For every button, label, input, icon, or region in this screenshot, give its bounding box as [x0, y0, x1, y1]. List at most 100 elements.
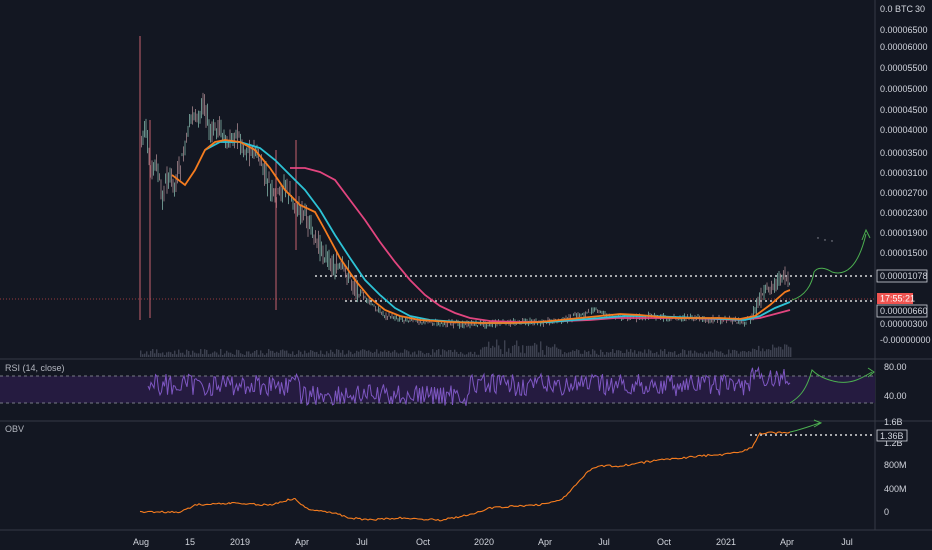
volume-bar	[562, 354, 564, 357]
time-tick-label: 2020	[474, 537, 494, 547]
volume-bar	[744, 351, 746, 357]
volume-bar	[692, 353, 694, 357]
price-candles[interactable]	[139, 36, 790, 329]
volume-bar	[364, 349, 366, 357]
volume-bar	[424, 354, 426, 357]
volume-bar	[186, 349, 188, 357]
volume-bar	[536, 344, 538, 357]
volume-bar	[418, 350, 420, 357]
volume-bar	[520, 352, 522, 357]
volume-bar	[686, 354, 688, 357]
volume-bar	[552, 346, 554, 357]
currency-label[interactable]: 0.0 BTC	[880, 4, 914, 14]
obv-arrow-head	[813, 419, 823, 428]
ema-fast-line[interactable]	[171, 139, 791, 324]
volume-bar	[656, 351, 658, 357]
time-axis[interactable]: Aug 15 2019 Apr Jul Oct 2020 Apr Jul Oct 2021 Apr Ju…	[133, 537, 853, 547]
volume-bar	[178, 349, 180, 357]
rsi-projection-arrow[interactable]	[789, 369, 873, 404]
ema-mid-line[interactable]	[204, 141, 791, 324]
volume-bar	[540, 341, 542, 357]
volume-bar	[572, 350, 574, 357]
volume-bar	[316, 351, 318, 357]
volume-bar	[286, 350, 288, 357]
volume-bar	[546, 345, 548, 357]
obv-title[interactable]: OBV	[5, 424, 24, 434]
axis-header-suffix[interactable]: 30	[915, 4, 925, 14]
price-tick-label: 0.00000300	[880, 319, 928, 329]
volume-bar	[714, 349, 716, 357]
volume-bar	[246, 351, 248, 357]
volume-bar	[308, 352, 310, 357]
time-tick-label: Jul	[841, 537, 853, 547]
volume-bar	[710, 351, 712, 357]
volume-bar	[366, 351, 368, 357]
price-axis[interactable]: 0.00006500 0.00006000 0.00005500 0.00005000…	[880, 25, 931, 345]
projection-arrows[interactable]	[789, 228, 875, 433]
time-tick-label: Apr	[538, 537, 552, 547]
rsi-title[interactable]: RSI (14, close)	[5, 363, 65, 373]
obv-tick-label: 0	[884, 507, 889, 517]
volume-bar	[426, 352, 428, 357]
volume-bar	[310, 350, 312, 357]
volume-bar	[780, 346, 782, 357]
volume-bar	[488, 341, 490, 357]
volume-bar	[548, 347, 550, 357]
volume-bar	[748, 350, 750, 357]
volume-bar	[408, 351, 410, 357]
volume-bar	[594, 350, 596, 357]
volume-bar	[768, 349, 770, 357]
volume-bar	[538, 352, 540, 357]
price-projection-arrow[interactable]	[791, 233, 867, 301]
volume-bar	[258, 354, 260, 357]
price-tick-label: 0.00004500	[880, 105, 928, 115]
volume-bar	[676, 354, 678, 357]
volume-bar	[358, 351, 360, 357]
time-tick-label: 2019	[230, 537, 250, 547]
volume-bar	[512, 345, 514, 357]
volume-bar	[566, 353, 568, 357]
volume-bar	[652, 353, 654, 357]
obv-line[interactable]	[139, 431, 791, 522]
volume-bar	[650, 350, 652, 357]
volume-bar	[534, 342, 536, 357]
rsi-tick-label: 80.00	[884, 362, 907, 372]
volume-bar	[206, 349, 208, 357]
price-tick-label: 0.00002700	[880, 188, 928, 198]
volume-bar	[678, 353, 680, 357]
volume-bar	[436, 350, 438, 357]
volume-bar	[760, 351, 762, 357]
volume-bar	[478, 354, 480, 357]
volume-bar	[466, 354, 468, 357]
volume-bar	[790, 347, 792, 357]
volume-bar	[750, 351, 752, 357]
rsi-axis[interactable]: 80.00 40.00	[884, 362, 907, 401]
volume-bar	[242, 354, 244, 357]
obv-projection-arrow[interactable]	[789, 422, 821, 433]
volume-bar	[384, 350, 386, 357]
time-tick-label: Oct	[657, 537, 672, 547]
volume-bar	[782, 349, 784, 357]
volume-bar	[510, 353, 512, 357]
volume-bar	[584, 350, 586, 357]
volume-bar	[526, 345, 528, 357]
volume-bar	[362, 349, 364, 357]
volume-bar	[196, 353, 198, 357]
volume-bar	[596, 353, 598, 357]
volume-bar	[388, 350, 390, 357]
volume-bar	[754, 349, 756, 357]
obv-axis[interactable]: 1.6B 1.2B 800M 400M 0	[884, 417, 907, 517]
volume-bar	[490, 348, 492, 357]
rsi-line[interactable]	[147, 365, 791, 406]
volume-bar	[756, 350, 758, 357]
volume-bar	[202, 354, 204, 357]
volume-bar	[194, 352, 196, 357]
rsi-arrow-head	[867, 367, 875, 378]
volume-bar	[302, 354, 304, 357]
volume-bar	[460, 351, 462, 357]
volume-bar	[158, 353, 160, 357]
volume-bar	[360, 350, 362, 357]
volume-bar	[666, 354, 668, 357]
volume-bar	[176, 354, 178, 357]
